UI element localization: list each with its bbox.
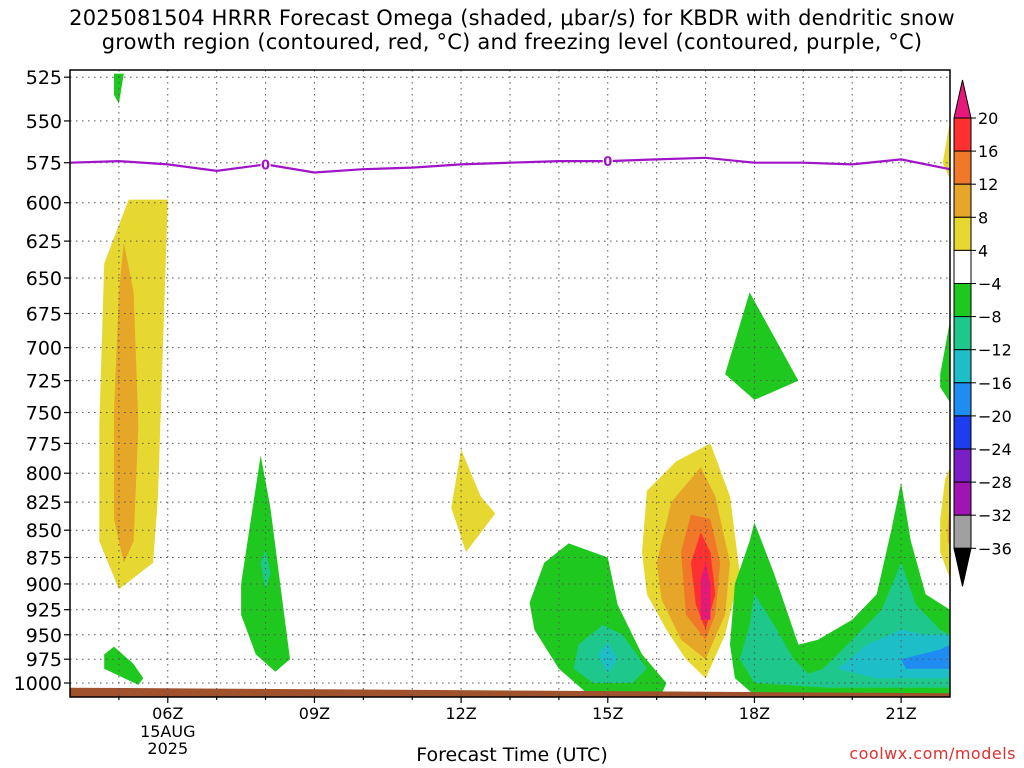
- omega-region-19: [901, 644, 950, 669]
- chart-title-line-2: growth region (contoured, red, °C) and f…: [101, 30, 923, 54]
- x-tick-label-15Z: 15Z: [592, 704, 623, 723]
- omega-shaded-regions: [99, 73, 950, 697]
- y-tick-label-850: 850: [26, 520, 62, 542]
- chart-title-line-1: 2025081504 HRRR Forecast Omega (shaded, …: [69, 6, 955, 30]
- colorbar-box-4: [953, 216, 972, 251]
- y-tick-label-600: 600: [26, 193, 62, 215]
- colorbar-label-12: −32: [978, 506, 1012, 525]
- colorbar-label-10: −24: [978, 440, 1012, 459]
- colorbar-label-3: 8: [978, 208, 988, 227]
- credit-link[interactable]: coolwx.com/models: [849, 744, 1016, 763]
- colorbar-label-2: 12: [978, 175, 998, 194]
- grid-lines: [70, 70, 950, 697]
- x-axis-title: Forecast Time (UTC): [416, 744, 608, 766]
- y-tick-label-800: 800: [26, 463, 62, 485]
- x-tick-label-06Z: 06Z: [152, 704, 183, 723]
- terrain-layer: [70, 687, 950, 697]
- y-tick-label-825: 825: [26, 492, 62, 514]
- freezing-level-line: [70, 156, 950, 174]
- x-tick-label-09Z: 09Z: [299, 704, 330, 723]
- y-tick-label-675: 675: [26, 303, 62, 325]
- omega-region-23: [942, 120, 950, 179]
- chart-title: 2025081504 HRRR Forecast Omega (shaded, …: [0, 6, 1024, 54]
- y-tick-label-550: 550: [26, 111, 62, 133]
- omega-region-15: [725, 292, 799, 400]
- colorbar-label-5: −4: [978, 275, 1002, 294]
- y-tick-label-975: 975: [26, 649, 62, 671]
- y-tick-label-700: 700: [26, 338, 62, 360]
- colorbar-box-5: [953, 249, 972, 284]
- y-tick-label-875: 875: [26, 547, 62, 569]
- x-date-label-1: 2025: [147, 739, 188, 758]
- colorbar-label-11: −28: [978, 473, 1012, 492]
- x-tick-label-18Z: 18Z: [739, 704, 770, 723]
- omega-region-21: [940, 467, 950, 579]
- colorbar-label-4: 4: [978, 241, 988, 260]
- colorbar-box-13: [953, 514, 972, 549]
- colorbar-box-11: [953, 448, 972, 483]
- colorbar-box-12: [953, 481, 972, 516]
- freezing-label-bg-1: [602, 154, 613, 168]
- colorbar-box-10: [953, 415, 972, 450]
- colorbar-label-1: 16: [978, 142, 998, 161]
- y-tick-label-525: 525: [26, 67, 62, 89]
- omega-region-6: [451, 449, 496, 553]
- y-tick-label-925: 925: [26, 600, 62, 622]
- x-date-label-0: 15AUG: [140, 722, 195, 741]
- y-tick-label-725: 725: [26, 371, 62, 393]
- y-tick-label-1000: 1000: [14, 673, 62, 695]
- colorbar-box-8: [953, 349, 972, 384]
- colorbar-box-1: [953, 117, 972, 152]
- colorbar-label-6: −8: [978, 308, 1002, 327]
- terrain-band: [70, 687, 950, 697]
- y-tick-label-575: 575: [26, 153, 62, 175]
- freezing-level-label-0: 0: [261, 158, 270, 173]
- omega-region-1: [114, 242, 139, 563]
- colorbar-bottom-triangle: [953, 547, 972, 587]
- colorbar-label-9: −20: [978, 407, 1012, 426]
- omega-region-5: [260, 549, 271, 590]
- y-tick-label-625: 625: [26, 231, 62, 253]
- y-tick-label-900: 900: [26, 574, 62, 596]
- freezing-level-label-1: 0: [603, 155, 612, 170]
- y-axis: 525 550 575 600 625 650 675 700 725 750 775 800 825 8…: [14, 67, 70, 695]
- y-tick-label-775: 775: [26, 433, 62, 455]
- omega-region-20: [940, 320, 950, 403]
- colorbar: 20 16 12 8 4 −4 −8 −12 −16 −20 −24 −28 −32 −36: [953, 79, 1012, 587]
- colorbar-box-2: [953, 150, 972, 185]
- colorbar-label-8: −16: [978, 374, 1012, 393]
- omega-region-3: [104, 646, 144, 685]
- omega-region-14: [700, 562, 711, 620]
- colorbar-box-3: [953, 183, 972, 218]
- colorbar-box-9: [953, 382, 972, 417]
- x-tick-label-21Z: 21Z: [885, 704, 916, 723]
- colorbar-box-6: [953, 283, 972, 318]
- colorbar-top-triangle: [953, 79, 972, 119]
- freezing-label-bg-0: [260, 157, 271, 171]
- y-tick-label-750: 750: [26, 403, 62, 425]
- x-tick-label-12Z: 12Z: [445, 704, 476, 723]
- colorbar-box-7: [953, 316, 972, 351]
- y-tick-label-650: 650: [26, 268, 62, 290]
- colorbar-label-13: −36: [978, 539, 1012, 558]
- colorbar-label-7: −12: [978, 341, 1012, 360]
- y-tick-label-950: 950: [26, 625, 62, 647]
- colorbar-label-0: 20: [978, 109, 998, 128]
